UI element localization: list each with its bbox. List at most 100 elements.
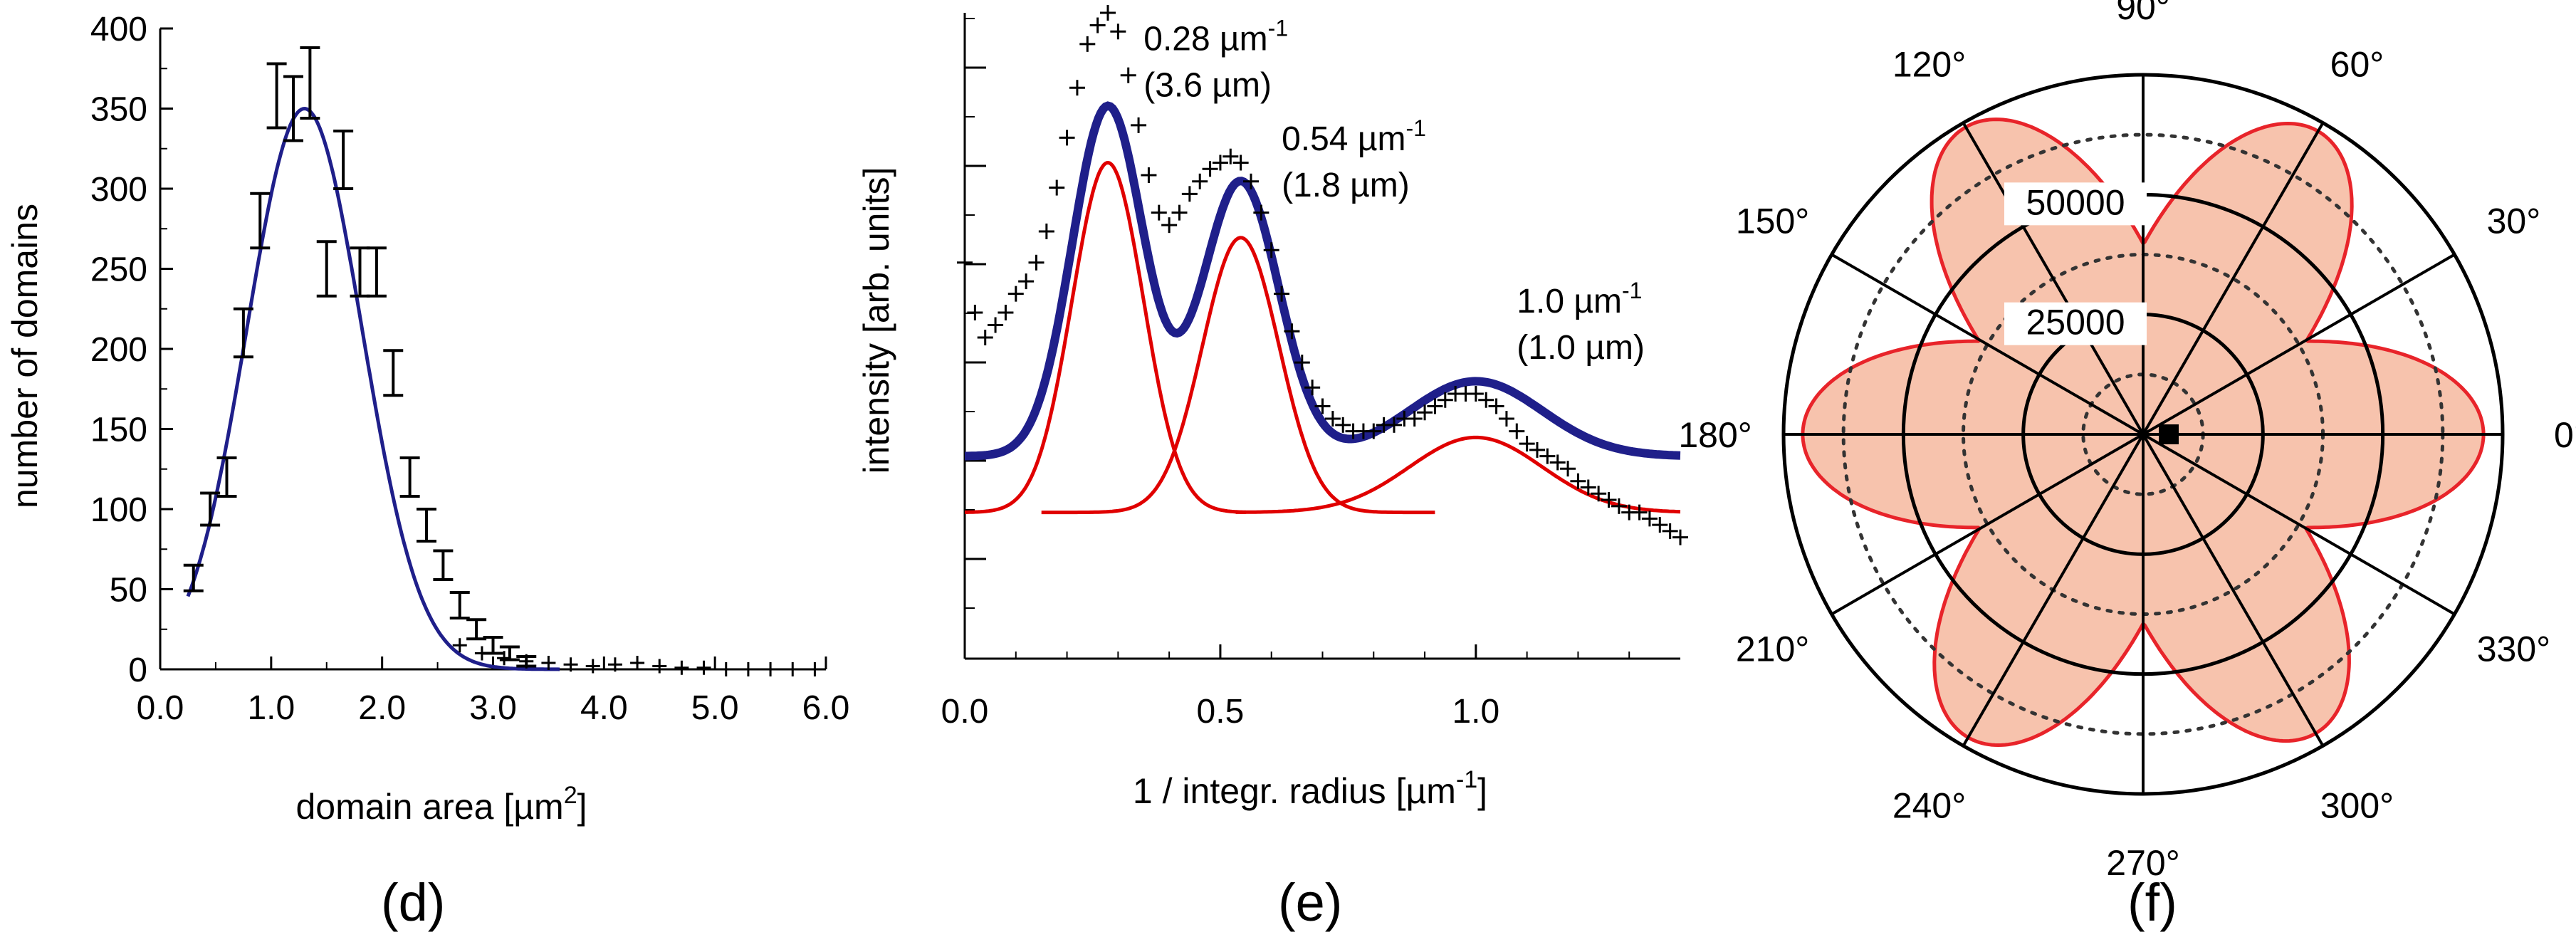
f-spoke bbox=[2142, 253, 2456, 436]
d-axes bbox=[159, 27, 827, 671]
d-y-tick-label: 350 bbox=[90, 91, 147, 129]
d-cross-point bbox=[474, 646, 489, 661]
e-sum-fit-curve bbox=[965, 101, 1681, 461]
f-radius-label: 25000 bbox=[2026, 303, 2125, 342]
e-cross-point bbox=[1181, 186, 1198, 202]
d-error-bar bbox=[417, 508, 436, 543]
d-error-bar bbox=[183, 563, 204, 592]
e-annotation-period: (1.0 µm) bbox=[1517, 329, 1645, 367]
e-component-line bbox=[1041, 236, 1435, 515]
e-peak-annotations: 0.28 µm-1(3.6 µm)0.54 µm-1(1.8 µm)1.0 µm… bbox=[1143, 16, 1645, 367]
d-cross-point bbox=[497, 651, 512, 666]
e-cross-point bbox=[1324, 411, 1341, 427]
e-cross-point bbox=[1406, 411, 1423, 427]
d-error-bar bbox=[350, 246, 370, 298]
d-error-bar bbox=[333, 130, 354, 190]
d-error-bar bbox=[399, 456, 420, 498]
f-spoke bbox=[2142, 433, 2456, 616]
d-cross-point bbox=[452, 638, 467, 653]
panel-e-intensity-chart: 0.0 0.5 1.0 0.28 µm-1(3.6 µm)0.54 µm-1(1.8… bbox=[857, 5, 1688, 811]
f-angle-label: 300° bbox=[2320, 785, 2394, 825]
f-origin-marker bbox=[2159, 424, 2179, 444]
e-cross-point bbox=[1151, 204, 1167, 221]
f-angle-label: 180° bbox=[1678, 415, 1752, 455]
d-y-tick-label: 200 bbox=[90, 331, 147, 369]
d-y-tick-label: 300 bbox=[90, 171, 147, 209]
d-error-bar bbox=[466, 618, 487, 641]
e-cross-point bbox=[1386, 417, 1402, 433]
f-polar-grid bbox=[1781, 73, 2505, 796]
f-angle-label: 240° bbox=[1892, 785, 1966, 825]
d-error-bar bbox=[366, 246, 387, 298]
e-annotation-frequency-exponent: -1 bbox=[1622, 278, 1642, 303]
e-axes bbox=[963, 13, 1680, 660]
d-y-tick-label: 400 bbox=[90, 11, 147, 48]
e-cross-point bbox=[957, 254, 973, 271]
e-cross-point bbox=[1539, 448, 1556, 464]
e-annotation-frequency: 0.54 µm-1 bbox=[1282, 115, 1426, 158]
e-cross-point bbox=[1243, 173, 1259, 189]
e-cross-point bbox=[1641, 511, 1658, 527]
e-cross-point bbox=[1202, 161, 1218, 177]
e-cross-point bbox=[1570, 473, 1586, 489]
d-data-points bbox=[183, 46, 822, 676]
e-cross-point bbox=[1467, 385, 1484, 402]
e-cross-point bbox=[1171, 204, 1188, 221]
d-error-bar bbox=[316, 240, 337, 298]
e-cross-point bbox=[988, 317, 1004, 333]
e-cross-point bbox=[1007, 286, 1024, 302]
f-angle-labels: 0° 30° 60° 90° 120° 150° 180° 210° 240° 270° 300° 3… bbox=[1678, 0, 2576, 883]
e-cross-point bbox=[1529, 441, 1545, 458]
e-cross-point bbox=[1038, 223, 1054, 239]
d-cross-point bbox=[763, 662, 778, 676]
e-cross-point bbox=[1304, 380, 1321, 396]
d-tick-labels: 0 50 100 150 200 250 300 350 400 0.0 1.0 2.0 3.0 4.0 5… bbox=[90, 11, 849, 727]
f-spoke bbox=[1831, 253, 2145, 436]
e-cross-point bbox=[1294, 355, 1310, 371]
d-cross-point bbox=[652, 659, 667, 674]
d-cross-point bbox=[630, 656, 645, 670]
e-cross-point bbox=[1417, 404, 1433, 421]
d-cross-point bbox=[718, 662, 733, 676]
d-fit-curve bbox=[186, 106, 560, 671]
e-cross-point bbox=[1580, 479, 1596, 496]
d-error-bar bbox=[200, 491, 221, 527]
d-x-tick-label: 0.0 bbox=[137, 689, 184, 727]
e-cross-point bbox=[1437, 392, 1453, 408]
e-annotation-frequency: 0.28 µm-1 bbox=[1143, 16, 1288, 58]
f-angle-label: 60° bbox=[2330, 45, 2384, 85]
f-spoke bbox=[1962, 433, 2145, 747]
e-cross-point bbox=[1601, 492, 1617, 508]
e-cross-point bbox=[1672, 529, 1688, 545]
panel-d-histogram-chart: 0 50 100 150 200 250 300 350 400 0.0 1.0 2.0 3.0 4.0 5… bbox=[5, 11, 849, 827]
e-cross-point bbox=[1263, 242, 1279, 258]
e-cross-point bbox=[1253, 204, 1269, 221]
d-error-bar bbox=[266, 62, 287, 130]
d-y-tick-label: 250 bbox=[90, 251, 147, 289]
d-error-bar bbox=[283, 75, 303, 142]
e-x-tick-label: 1.0 bbox=[1452, 693, 1499, 731]
d-fit-line bbox=[186, 106, 560, 671]
d-x-tick-label: 3.0 bbox=[469, 689, 517, 727]
e-annotation-frequency-value: 1.0 µm bbox=[1517, 283, 1622, 320]
e-cross-point bbox=[1222, 148, 1239, 164]
e-cross-point bbox=[1212, 155, 1228, 171]
e-cross-point bbox=[967, 304, 983, 320]
e-x-tick-label: 0.5 bbox=[1197, 693, 1245, 731]
d-error-bar bbox=[233, 307, 253, 359]
f-angle-label: 30° bbox=[2487, 202, 2541, 241]
e-cross-point bbox=[1079, 36, 1096, 52]
e-annotation-period: (3.6 µm) bbox=[1143, 67, 1272, 105]
e-annotation-frequency-exponent: -1 bbox=[1405, 115, 1425, 141]
d-error-bar bbox=[300, 46, 320, 120]
f-angle-label: 270° bbox=[2106, 843, 2179, 883]
e-cross-point bbox=[1366, 423, 1382, 439]
e-cross-point bbox=[1161, 217, 1178, 234]
e-cross-point bbox=[1662, 523, 1678, 539]
e-cross-point bbox=[1631, 504, 1648, 521]
e-cross-point bbox=[1427, 398, 1443, 414]
e-cross-point bbox=[1560, 461, 1576, 477]
e-cross-point bbox=[1069, 80, 1085, 96]
e-cross-point bbox=[1478, 392, 1494, 408]
e-annotation-frequency-value: 0.28 µm bbox=[1143, 21, 1267, 58]
